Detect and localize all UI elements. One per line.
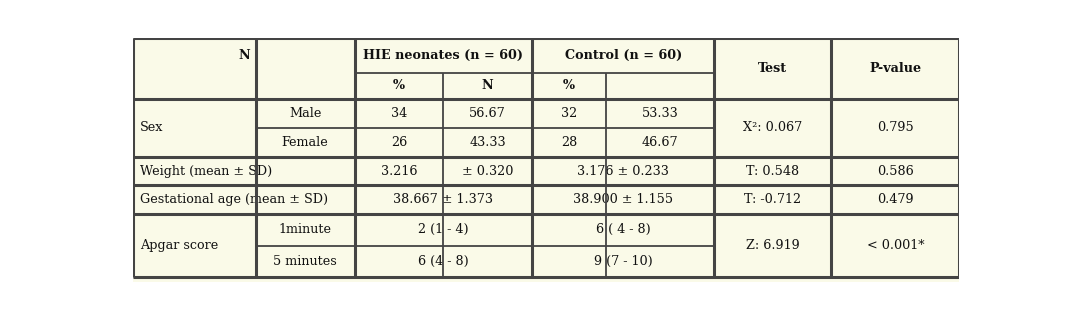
Bar xyxy=(133,185,355,214)
Text: Sex: Sex xyxy=(140,121,163,134)
Text: Control (n = 60): Control (n = 60) xyxy=(565,49,682,62)
Text: Apgar score: Apgar score xyxy=(140,239,219,252)
Text: 2 (1 - 4): 2 (1 - 4) xyxy=(418,223,469,236)
Bar xyxy=(714,38,831,99)
Text: 0.795: 0.795 xyxy=(877,121,914,134)
Bar xyxy=(256,245,355,277)
Bar xyxy=(532,38,714,73)
Text: 28: 28 xyxy=(561,136,577,149)
Bar xyxy=(133,157,355,185)
Bar xyxy=(831,214,959,277)
Bar xyxy=(256,99,355,128)
Text: 43.33: 43.33 xyxy=(469,136,506,149)
Text: ± 0.320: ± 0.320 xyxy=(462,165,514,178)
Bar xyxy=(532,99,605,128)
Bar xyxy=(532,157,714,185)
Bar xyxy=(443,157,532,185)
Bar xyxy=(355,185,532,214)
Text: 34: 34 xyxy=(391,107,407,120)
Bar xyxy=(355,38,532,73)
Text: 9 (7 - 10): 9 (7 - 10) xyxy=(594,255,652,268)
Bar xyxy=(133,99,256,157)
Text: 32: 32 xyxy=(561,107,577,120)
Bar xyxy=(355,214,532,245)
Text: 46.67: 46.67 xyxy=(642,136,678,149)
Bar xyxy=(256,128,355,157)
Text: 6 (4 - 8): 6 (4 - 8) xyxy=(418,255,469,268)
Bar xyxy=(355,99,443,128)
Bar xyxy=(443,99,532,128)
Bar xyxy=(355,245,532,277)
Text: %: % xyxy=(563,79,575,92)
Text: %: % xyxy=(393,79,405,92)
Text: N: N xyxy=(238,49,249,62)
Bar xyxy=(355,128,443,157)
Text: 3.176 ± 0.233: 3.176 ± 0.233 xyxy=(577,165,669,178)
Bar xyxy=(714,214,831,277)
Bar xyxy=(133,38,355,73)
Bar xyxy=(605,99,714,128)
Bar xyxy=(355,157,443,185)
Text: 26: 26 xyxy=(391,136,407,149)
Text: 38.667 ± 1.373: 38.667 ± 1.373 xyxy=(393,193,494,206)
Bar xyxy=(532,214,714,245)
Text: 0.586: 0.586 xyxy=(877,165,914,178)
Text: 1minute: 1minute xyxy=(278,223,332,236)
Bar xyxy=(714,185,831,214)
Bar xyxy=(256,214,355,245)
Text: 5 minutes: 5 minutes xyxy=(273,255,337,268)
Bar xyxy=(714,99,831,157)
Bar xyxy=(831,185,959,214)
Text: Weight (mean ± SD): Weight (mean ± SD) xyxy=(140,165,272,178)
Bar xyxy=(714,157,831,185)
Text: HIE neonates (n = 60): HIE neonates (n = 60) xyxy=(364,49,523,62)
Bar xyxy=(443,73,532,99)
Text: Test: Test xyxy=(758,62,788,75)
Bar xyxy=(443,128,532,157)
Bar xyxy=(355,73,443,99)
Bar xyxy=(532,245,714,277)
Text: Male: Male xyxy=(289,107,321,120)
Text: 0.479: 0.479 xyxy=(877,193,914,206)
Text: T: -0.712: T: -0.712 xyxy=(744,193,802,206)
Text: 6 ( 4 - 8): 6 ( 4 - 8) xyxy=(596,223,650,236)
Bar xyxy=(831,99,959,157)
Text: 53.33: 53.33 xyxy=(642,107,678,120)
Text: Z: 6.919: Z: 6.919 xyxy=(746,239,800,252)
Bar xyxy=(532,73,605,99)
Bar xyxy=(831,38,959,99)
Text: Gestational age (mean ± SD): Gestational age (mean ± SD) xyxy=(140,193,328,206)
Text: T: 0.548: T: 0.548 xyxy=(746,165,800,178)
Bar xyxy=(532,128,605,157)
Bar xyxy=(831,157,959,185)
Text: N: N xyxy=(482,79,494,92)
Text: Female: Female xyxy=(281,136,328,149)
Text: < 0.001*: < 0.001* xyxy=(867,239,924,252)
Text: 38.900 ± 1.155: 38.900 ± 1.155 xyxy=(574,193,674,206)
Text: P-value: P-value xyxy=(869,62,921,75)
Text: 56.67: 56.67 xyxy=(469,107,506,120)
Text: 3.216: 3.216 xyxy=(381,165,417,178)
Bar xyxy=(532,185,714,214)
Bar xyxy=(133,214,256,277)
Bar xyxy=(605,128,714,157)
Text: X²: 0.067: X²: 0.067 xyxy=(743,121,803,134)
